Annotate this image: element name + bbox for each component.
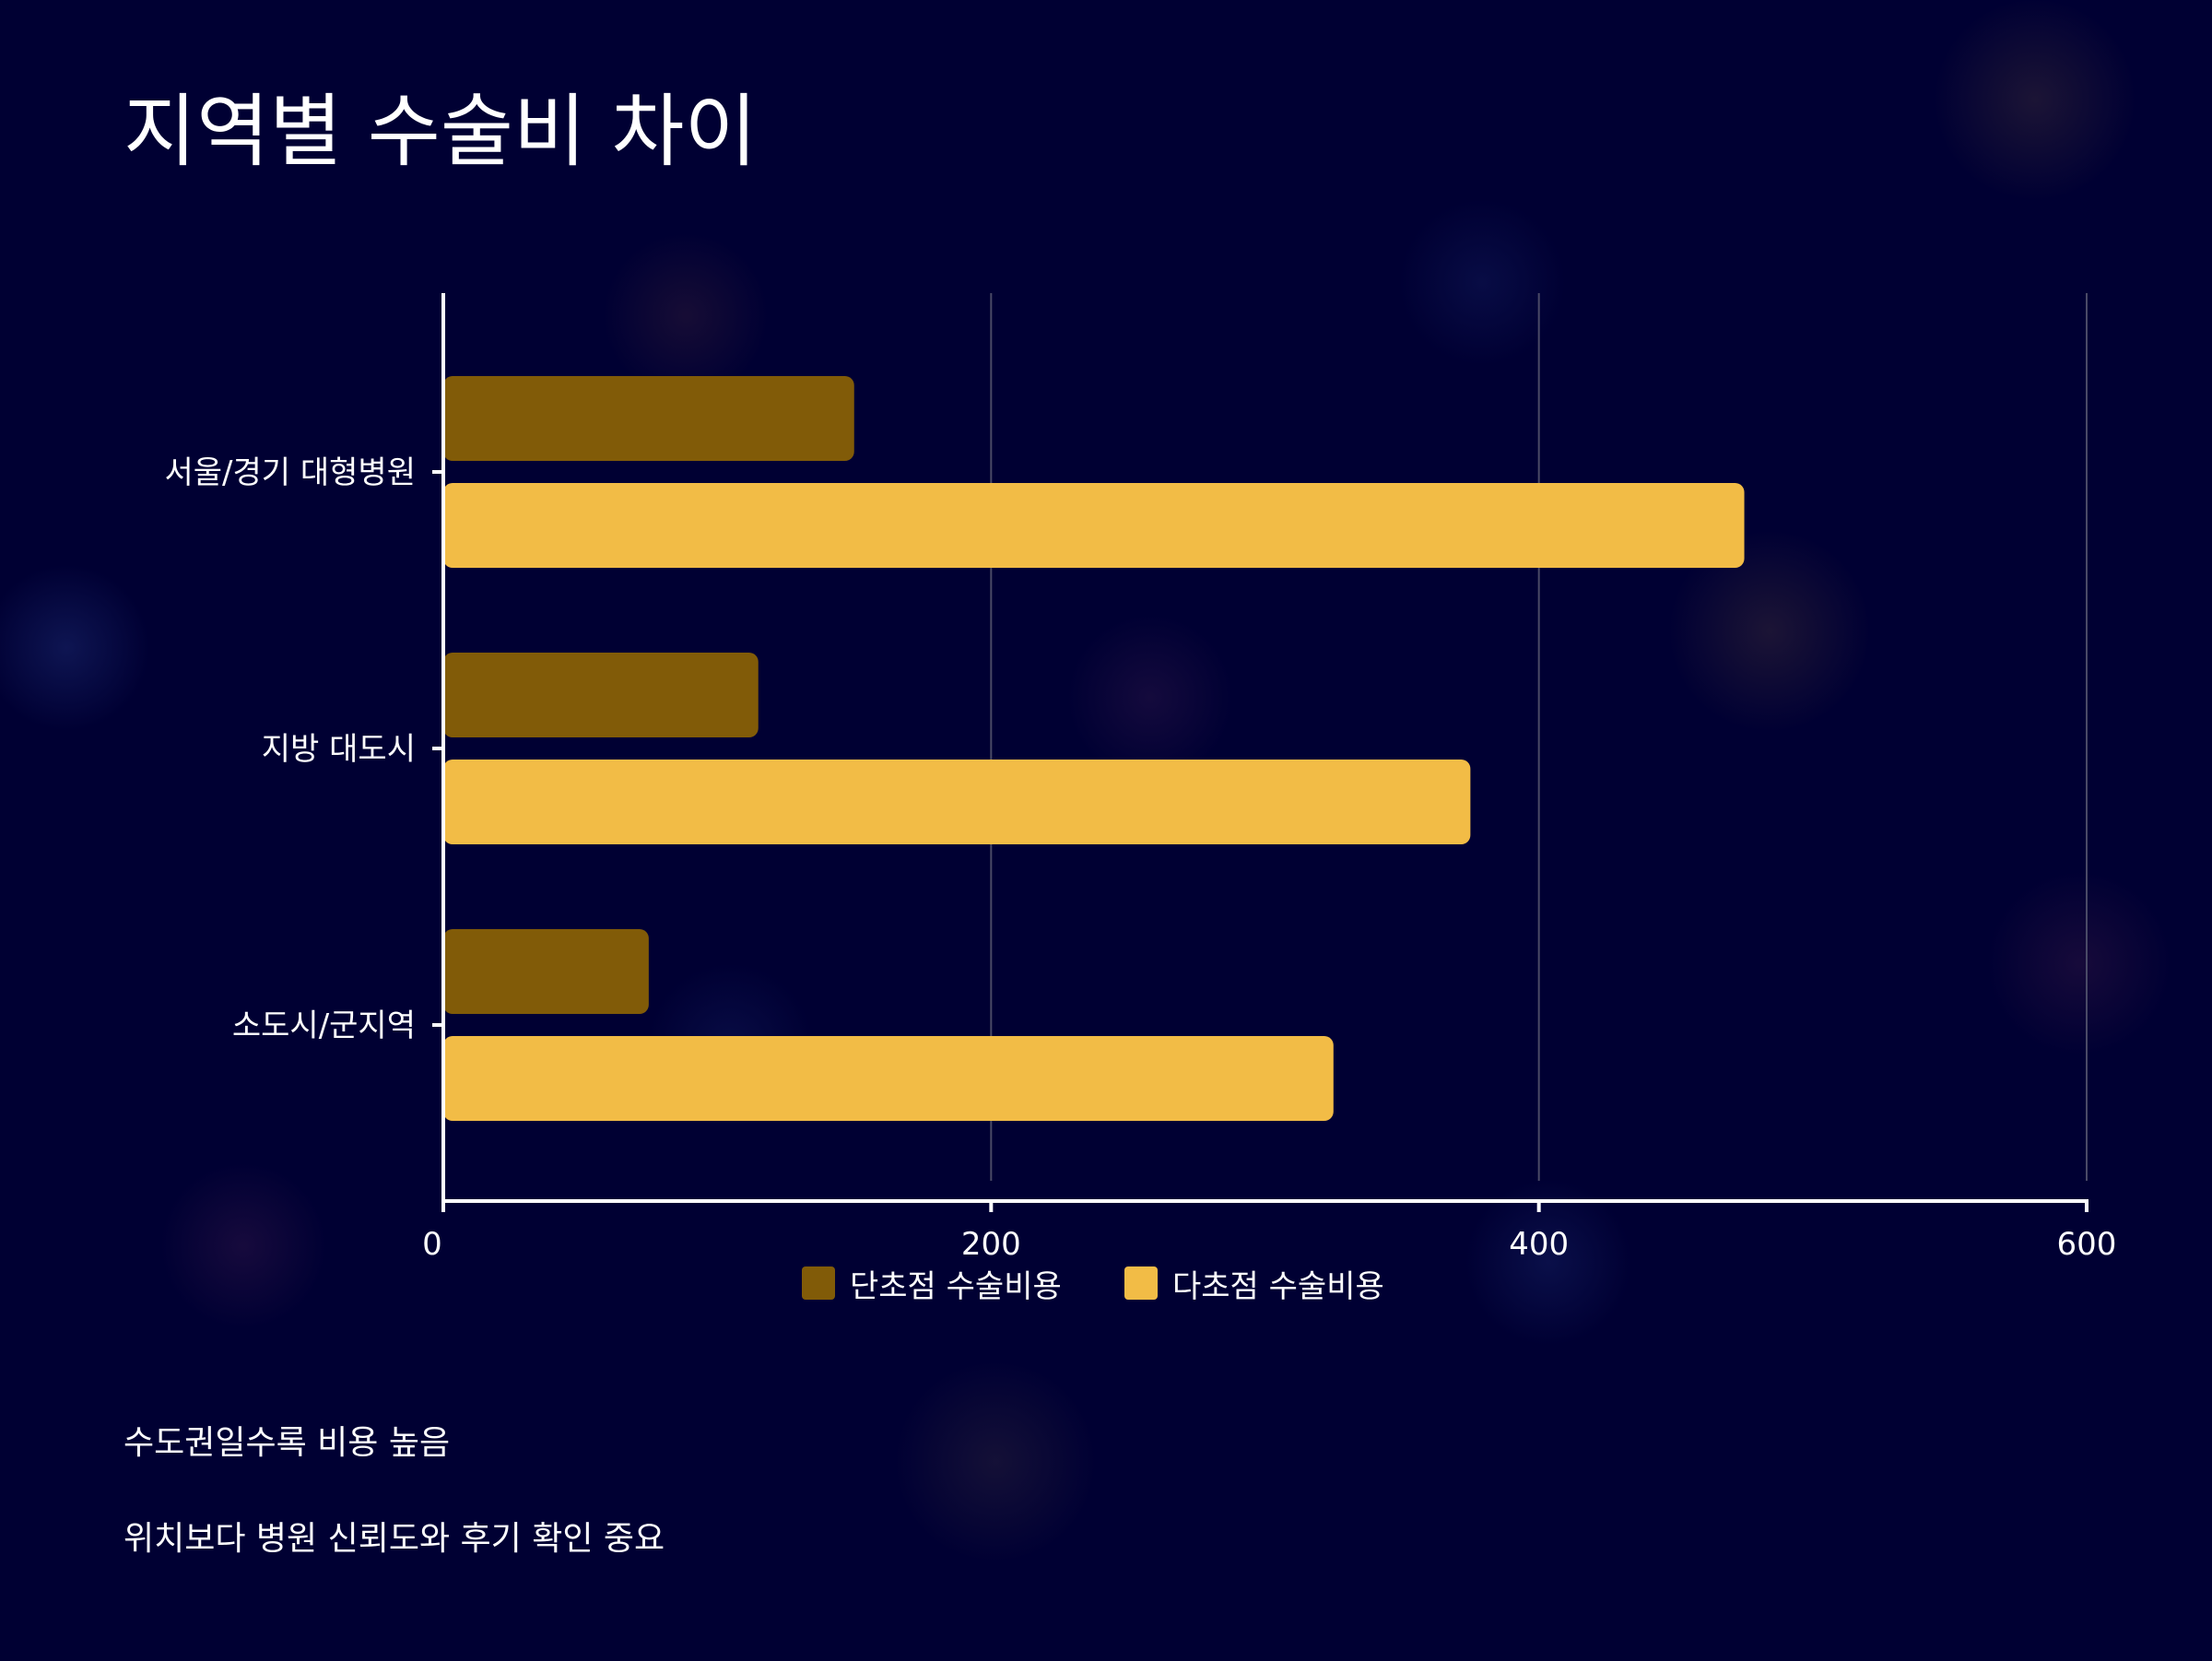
legend-item-single-focus[interactable]: 단초점 수술비용 (802, 1263, 1062, 1305)
y-tick-label-1: 지방 대도시 (262, 731, 416, 768)
gridlines (990, 293, 2088, 1181)
bars (443, 376, 1745, 1121)
bar-single-0 (443, 376, 854, 461)
x-tick-label-400: 400 (1509, 1226, 1569, 1263)
y-tick-label-0: 서울/경기 대형병원 (164, 454, 416, 491)
legend-item-multi-focus[interactable]: 다초점 수술비용 (1124, 1263, 1384, 1305)
x-tick-label-600: 600 (2057, 1226, 2117, 1263)
legend-label-multi-focus: 다초점 수술비용 (1172, 1267, 1384, 1305)
y-tick-label-2: 소도시/군지역 (232, 1007, 416, 1044)
bar-multi-1 (443, 760, 1471, 844)
axes (432, 293, 2088, 1212)
bar-single-2 (443, 929, 649, 1014)
legend-swatch-multi-focus (1124, 1266, 1158, 1300)
bar-multi-0 (443, 483, 1745, 568)
note-capital-area: 수도권일수록 비용 높음 (124, 1424, 451, 1462)
legend-label-single-focus: 단초점 수술비용 (850, 1267, 1062, 1305)
legend-swatch-single-focus (802, 1266, 835, 1300)
bar-single-1 (443, 653, 759, 737)
bar-multi-2 (443, 1036, 1334, 1121)
x-tick-label-0: 0 (422, 1226, 442, 1263)
note-trust-reviews: 위치보다 병원 신뢰도와 후기 확인 중요 (124, 1520, 665, 1558)
chart-legend: 단초점 수술비용 다초점 수술비용 (0, 1263, 2212, 1305)
page-title: 지역별 수술비 차이 (124, 86, 758, 178)
x-tick-label-200: 200 (961, 1226, 1021, 1263)
